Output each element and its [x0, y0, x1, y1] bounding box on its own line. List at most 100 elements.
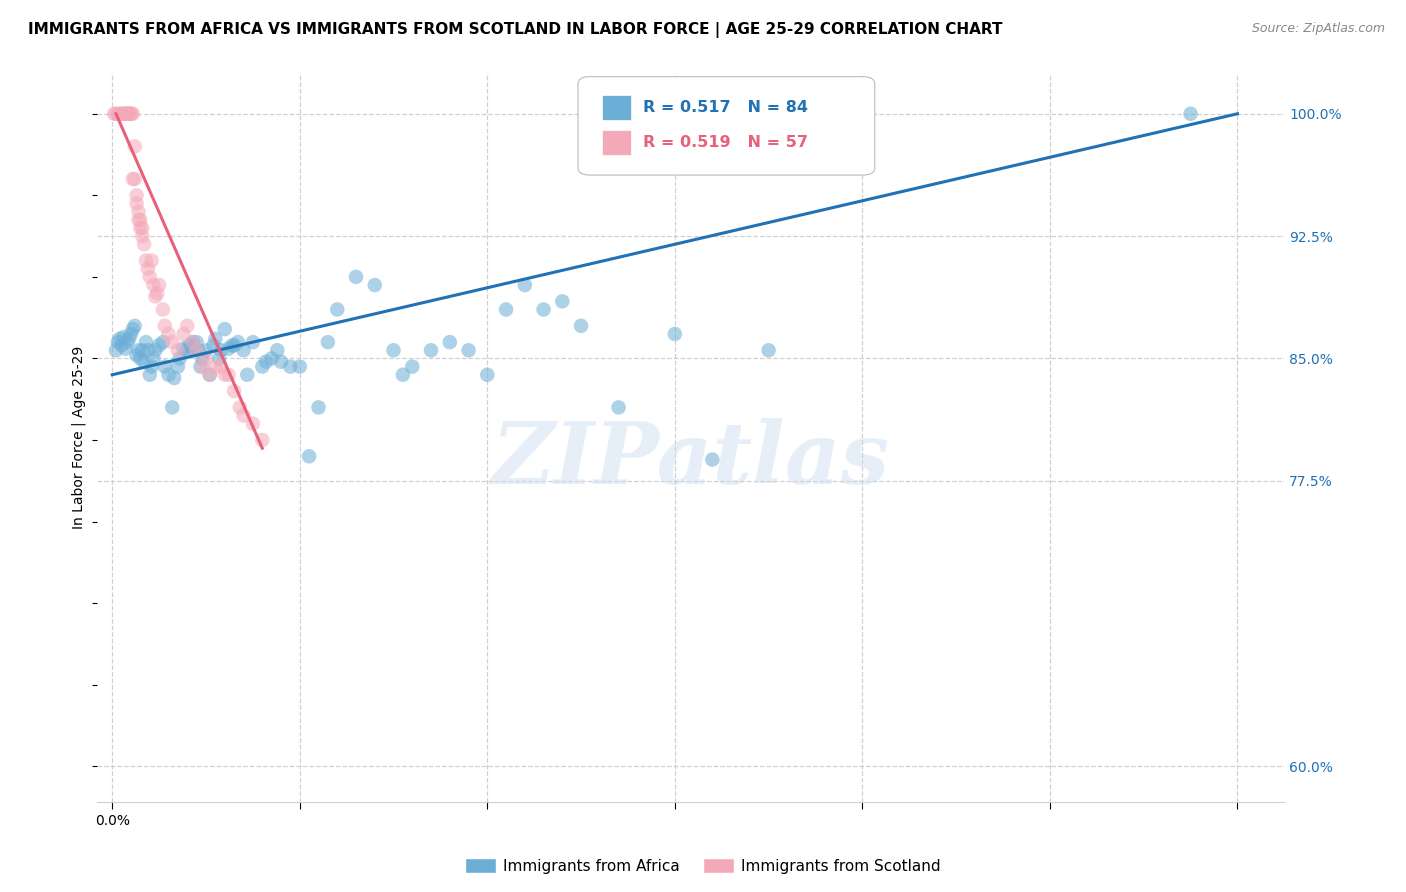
Point — [167, 343, 190, 358]
Point — [117, 107, 139, 121]
Point — [180, 342, 202, 356]
Point — [198, 368, 221, 382]
Point — [146, 286, 169, 301]
Point — [392, 368, 415, 382]
Point — [107, 335, 129, 350]
Point — [495, 302, 517, 317]
Point — [124, 172, 146, 186]
Point — [533, 302, 555, 317]
Point — [195, 343, 218, 358]
Point — [176, 343, 198, 358]
Point — [551, 294, 574, 309]
Point — [117, 107, 139, 121]
Point — [107, 107, 129, 121]
Point — [702, 452, 724, 467]
Point — [198, 368, 221, 382]
Point — [117, 335, 139, 350]
Point — [252, 359, 274, 374]
Point — [298, 450, 321, 464]
Point — [260, 351, 283, 366]
Point — [129, 351, 152, 366]
Point — [224, 384, 246, 398]
Point — [128, 212, 150, 227]
Point — [232, 343, 254, 358]
Point — [134, 354, 156, 368]
Point — [152, 302, 174, 317]
Point — [148, 278, 170, 293]
Point — [202, 338, 225, 352]
Point — [1180, 107, 1202, 121]
Point — [308, 401, 330, 415]
Point — [152, 335, 174, 350]
Point — [142, 351, 165, 366]
Point — [162, 335, 184, 350]
Point — [124, 139, 146, 153]
Point — [191, 359, 214, 374]
Text: IMMIGRANTS FROM AFRICA VS IMMIGRANTS FROM SCOTLAND IN LABOR FORCE | AGE 25-29 CO: IMMIGRANTS FROM AFRICA VS IMMIGRANTS FRO… — [28, 22, 1002, 38]
Point — [382, 343, 405, 358]
Point — [190, 359, 212, 374]
Text: Source: ZipAtlas.com: Source: ZipAtlas.com — [1251, 22, 1385, 36]
Point — [122, 107, 145, 121]
Point — [125, 188, 148, 202]
Point — [114, 107, 136, 121]
Point — [163, 371, 186, 385]
Point — [157, 326, 180, 341]
Point — [120, 107, 142, 121]
Point — [157, 368, 180, 382]
Point — [181, 335, 204, 350]
Point — [118, 107, 141, 121]
Point — [112, 330, 135, 344]
Point — [236, 368, 259, 382]
Point — [139, 269, 162, 284]
Point — [242, 417, 264, 431]
Point — [112, 107, 135, 121]
Point — [364, 278, 387, 293]
Legend: Immigrants from Africa, Immigrants from Scotland: Immigrants from Africa, Immigrants from … — [458, 852, 948, 880]
Point — [280, 359, 302, 374]
Point — [173, 342, 195, 356]
Point — [135, 335, 157, 350]
Point — [664, 326, 686, 341]
Text: ZIPatlas: ZIPatlas — [492, 417, 890, 501]
Point — [103, 107, 125, 121]
Point — [218, 342, 240, 356]
Point — [191, 351, 214, 366]
Point — [141, 359, 163, 374]
Point — [758, 343, 780, 358]
Text: R = 0.519   N = 57: R = 0.519 N = 57 — [644, 135, 808, 150]
Point — [224, 338, 246, 352]
Point — [209, 359, 232, 374]
Point — [125, 196, 148, 211]
Point — [214, 322, 236, 336]
Point — [145, 343, 167, 358]
Point — [110, 338, 132, 352]
Point — [148, 338, 170, 352]
Point — [226, 335, 249, 350]
Point — [204, 359, 226, 374]
Point — [167, 359, 190, 374]
Point — [266, 343, 288, 358]
Point — [128, 343, 150, 358]
Point — [326, 302, 349, 317]
Point — [153, 359, 176, 374]
Point — [122, 172, 145, 186]
Point — [195, 351, 218, 366]
Point — [141, 253, 163, 268]
Point — [214, 368, 236, 382]
Text: R = 0.517   N = 84: R = 0.517 N = 84 — [644, 100, 808, 115]
Point — [114, 107, 136, 121]
Point — [173, 326, 195, 341]
Point — [139, 368, 162, 382]
Point — [142, 278, 165, 293]
Point — [254, 354, 277, 368]
Point — [108, 332, 131, 346]
Point — [129, 221, 152, 235]
Bar — [602, 95, 631, 120]
Point — [114, 342, 136, 356]
Point — [181, 335, 204, 350]
Point — [162, 401, 184, 415]
Point — [569, 318, 592, 333]
Point — [208, 351, 231, 366]
Point — [457, 343, 479, 358]
